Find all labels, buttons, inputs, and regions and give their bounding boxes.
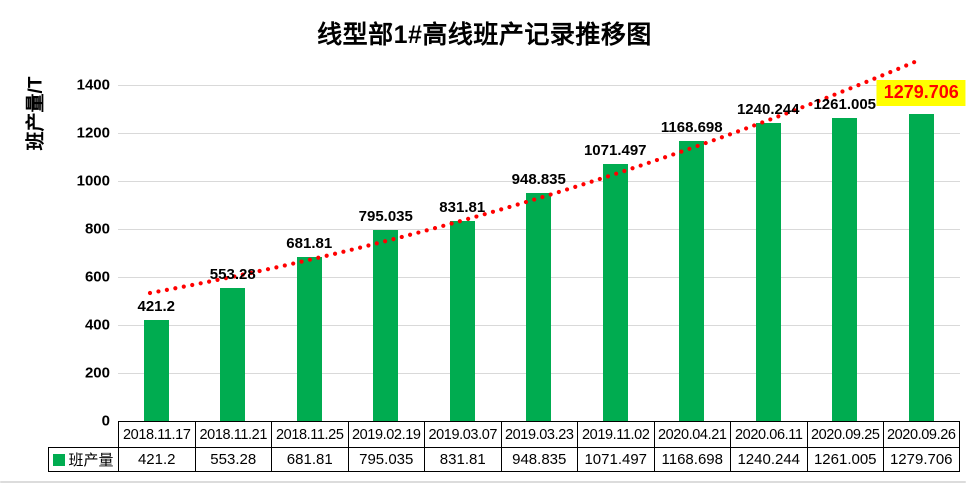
y-axis-title: 班产量/T xyxy=(25,76,47,151)
bar-value-label: 795.035 xyxy=(358,208,413,226)
value-cell: 1261.005 xyxy=(806,447,883,472)
y-tick-label: 1200 xyxy=(76,124,110,142)
bar xyxy=(143,319,169,421)
value-cell: 795.035 xyxy=(347,447,424,472)
bar-value-label-highlighted: 1279.706 xyxy=(876,79,966,106)
bar xyxy=(220,288,246,421)
date-cell: 2020.04.21 xyxy=(653,421,730,447)
bar-value-label: 553.28 xyxy=(209,266,256,284)
legend-series-label: 班产量 xyxy=(68,452,114,469)
series-color-swatch xyxy=(53,453,66,466)
y-tick-label: 800 xyxy=(84,220,110,238)
date-cell: 2019.11.02 xyxy=(577,421,654,447)
date-cell: 2019.03.07 xyxy=(424,421,501,447)
value-cell: 1168.698 xyxy=(653,447,730,472)
bar-value-label: 421.2 xyxy=(137,297,176,315)
date-cell: 2018.11.17 xyxy=(118,421,195,447)
bar xyxy=(526,193,552,421)
bar xyxy=(296,257,322,421)
date-cell: 2018.11.21 xyxy=(194,421,271,447)
y-tick-label: 1400 xyxy=(76,76,110,94)
bar-value-label: 948.835 xyxy=(511,171,566,189)
value-cell: 1279.706 xyxy=(883,447,960,472)
value-cell: 1071.497 xyxy=(577,447,654,472)
legend-cell: 班产量 xyxy=(48,447,118,472)
value-cell: 831.81 xyxy=(424,447,501,472)
y-tick-label: 400 xyxy=(84,316,110,334)
chart-title: 线型部1#高线班产记录推移图 xyxy=(317,21,652,49)
date-cell: 2019.02.19 xyxy=(347,421,424,447)
bar xyxy=(832,118,858,421)
gridline xyxy=(118,85,960,86)
bar xyxy=(449,221,475,421)
bar xyxy=(602,163,628,421)
bar-value-label: 1240.244 xyxy=(736,101,800,119)
bar-value-label: 681.81 xyxy=(286,235,333,253)
bar-value-label: 831.81 xyxy=(439,199,486,217)
date-cell: 2020.09.25 xyxy=(806,421,883,447)
value-cell: 1240.244 xyxy=(730,447,807,472)
chart-bottom-edge xyxy=(0,481,966,483)
bar-value-label: 1071.497 xyxy=(583,141,647,159)
y-tick-label: 1000 xyxy=(76,172,110,190)
date-cell: 2018.11.25 xyxy=(271,421,348,447)
bar xyxy=(679,140,705,421)
y-tick-label: 600 xyxy=(84,268,110,286)
y-tick-label: 0 xyxy=(101,412,110,430)
value-cell: 421.2 xyxy=(118,447,195,472)
value-cell: 948.835 xyxy=(500,447,577,472)
bar-value-label: 1168.698 xyxy=(660,118,723,136)
bar-value-label: 1261.005 xyxy=(813,96,877,114)
bar xyxy=(755,123,781,421)
value-cell: 553.28 xyxy=(194,447,271,472)
value-cell: 681.81 xyxy=(271,447,348,472)
y-tick-label: 200 xyxy=(84,364,110,382)
date-cell: 2019.03.23 xyxy=(500,421,577,447)
bar xyxy=(908,113,934,421)
date-cell: 2020.06.11 xyxy=(730,421,807,447)
date-cell: 2020.09.26 xyxy=(883,421,960,447)
bar xyxy=(373,230,399,421)
